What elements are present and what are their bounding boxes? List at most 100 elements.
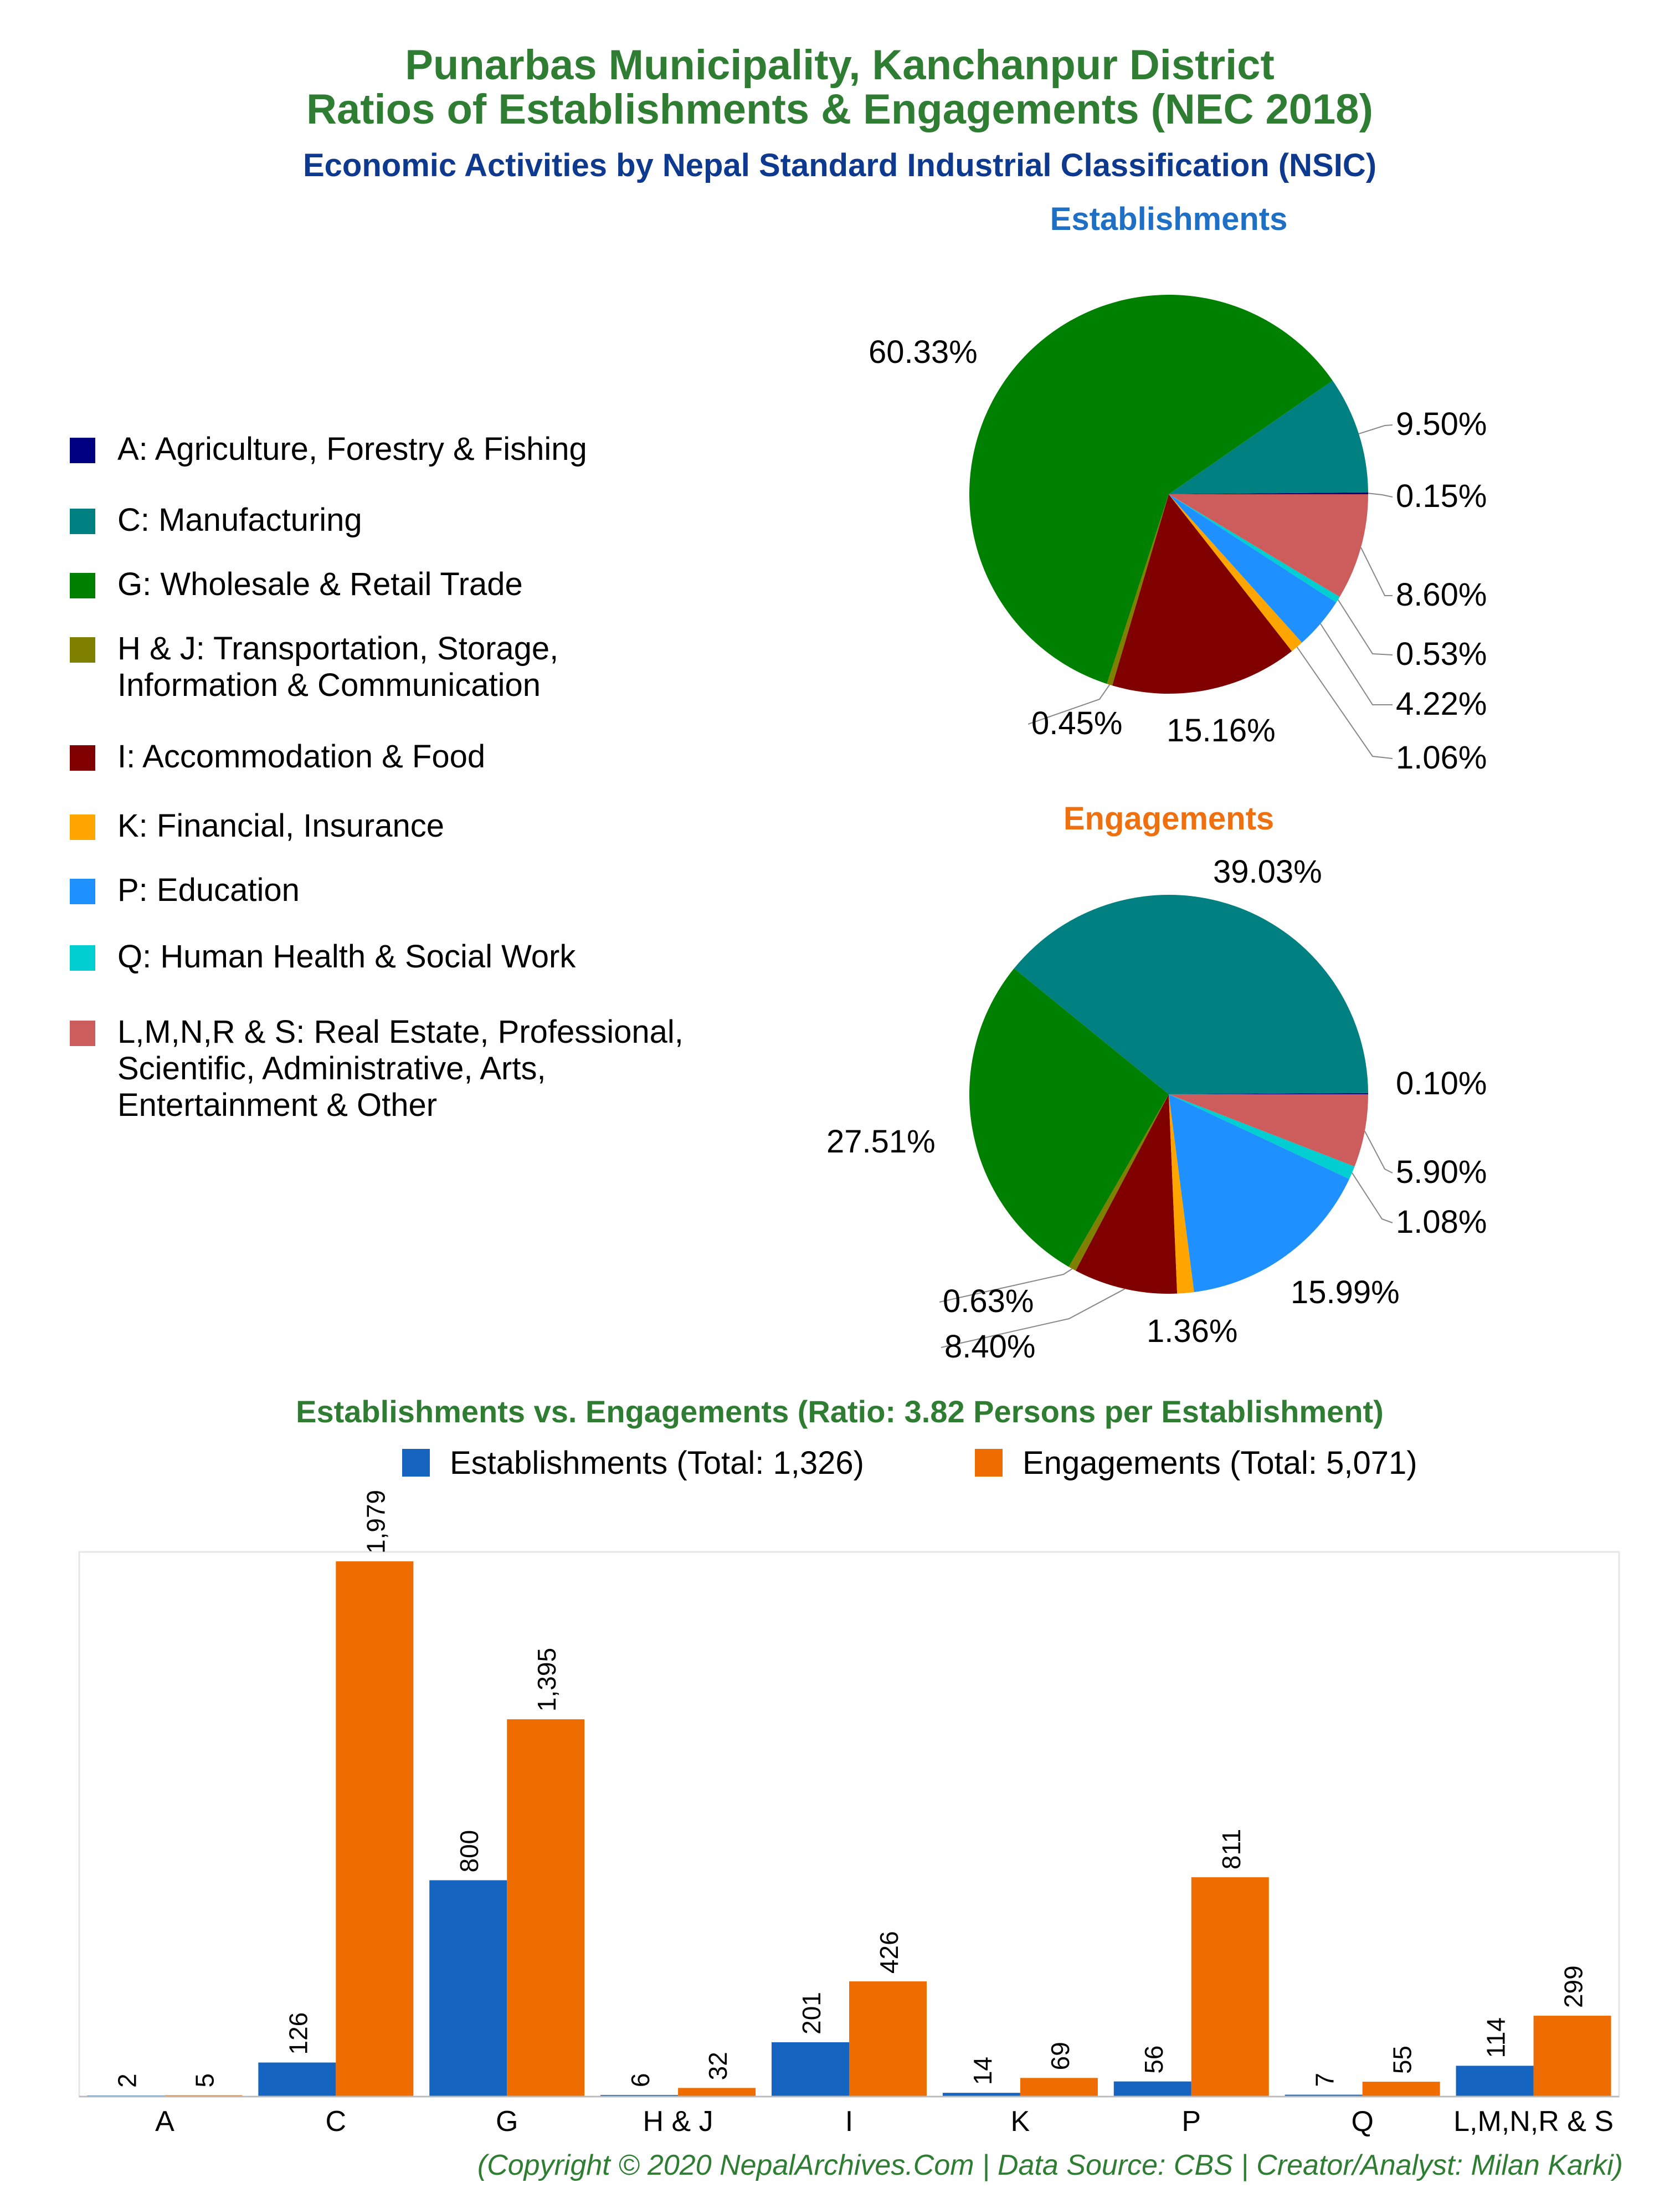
subtitle: Economic Activities by Nepal Standard In…: [303, 147, 1376, 183]
pie-slice-g: [969, 968, 1169, 1267]
footer-credit: (Copyright © 2020 NepalArchives.Com | Da…: [477, 2149, 1623, 2181]
legend-item-lmnrs: L,M,N,R & S: Real Estate, Professional,S…: [70, 1014, 684, 1123]
pie-label-c: 9.50%: [1396, 406, 1487, 442]
legend-swatch: [70, 945, 95, 971]
pie-label-q: 1.08%: [1396, 1204, 1487, 1240]
legend-item-p: P: Education: [70, 872, 300, 908]
bar-engagements: [507, 1719, 585, 2097]
pie-label-k: 1.06%: [1396, 740, 1487, 776]
legend-swatch: [70, 637, 95, 663]
pie-slice-a: [1169, 492, 1368, 494]
legend-label: C: Manufacturing: [117, 502, 362, 538]
legend-label: Engagements (Total: 5,071): [1023, 1445, 1417, 1481]
pie-slice-p: [1169, 1094, 1349, 1293]
legend-label: Q: Human Health & Social Work: [117, 939, 576, 975]
x-tick-label: P: [1181, 2105, 1201, 2138]
pie-leader-line: [1027, 684, 1110, 725]
bar-data-label: 299: [1559, 1965, 1588, 2008]
pie-label-g: 60.33%: [869, 334, 978, 370]
bar-data-label: 1,979: [361, 1490, 390, 1554]
legend: A: Agriculture, Forestry & Fishing C: Man…: [70, 431, 684, 1123]
legend-label: Establishments (Total: 1,326): [450, 1445, 864, 1481]
bar-data-label: 7: [1311, 2073, 1339, 2087]
bar-engagements: [678, 2088, 756, 2097]
bar-chart-title: Establishments vs. Engagements (Ratio: 3…: [296, 1394, 1384, 1429]
bar-establishments: [258, 2062, 336, 2097]
pie-leader-line: [1296, 647, 1393, 759]
legend-item-q: Q: Human Health & Social Work: [70, 939, 576, 975]
engagements-pie-title: Engagements: [1064, 801, 1274, 837]
pie-label-q: 0.53%: [1396, 636, 1487, 672]
legend-item-hj: H & J: Transportation, Storage,Informati…: [70, 631, 558, 703]
bar-data-label: 2: [112, 2073, 141, 2088]
pie-label-c: 39.03%: [1213, 854, 1322, 890]
bar-data-label: 126: [284, 2012, 312, 2055]
bar-data-label: 114: [1482, 2017, 1511, 2058]
pie-slice-a: [1169, 1093, 1368, 1094]
pie-label-g: 27.51%: [826, 1124, 936, 1160]
legend-item-g: G: Wholesale & Retail Trade: [70, 566, 523, 602]
x-tick-label: K: [1011, 2105, 1030, 2138]
pie-leader-line: [1358, 424, 1393, 434]
title-line-1: Punarbas Municipality, Kanchanpur Distri…: [405, 42, 1275, 89]
x-tick-label: G: [496, 2105, 518, 2138]
bar-legend: Establishments (Total: 1,326) Engagements…: [402, 1445, 1417, 1481]
bar-engagements: [849, 1981, 927, 2097]
legend-swatch: [70, 438, 95, 463]
legend-item-c: C: Manufacturing: [70, 502, 362, 538]
pie-label-hj: 0.63%: [943, 1283, 1034, 1319]
legend-swatch: [70, 814, 95, 840]
x-tick-label: Q: [1351, 2105, 1373, 2138]
bar-chart: 2 5 A 126 1,979 C 800 1,395 G 6 32 H & J 201 426 I 14 69…: [79, 1490, 1619, 2138]
legend-label: Scientific, Administrative, Arts,: [117, 1051, 546, 1087]
legend-label: Information & Communication: [117, 667, 541, 703]
legend-label: H & J: Transportation, Storage,: [117, 631, 558, 667]
pie-label-hj: 0.45%: [1031, 705, 1122, 741]
pie-leader-line: [1364, 1130, 1393, 1174]
bar-legend-item-establishments: Establishments (Total: 1,326): [402, 1445, 864, 1481]
pie-slice-c: [1014, 894, 1368, 1094]
legend-swatch: [70, 573, 95, 598]
pie-label-lmnrs: 5.90%: [1396, 1154, 1487, 1190]
legend-swatch: [70, 879, 95, 904]
pie-label-a: 0.15%: [1396, 478, 1487, 514]
x-tick-label: L,M,N,R & S: [1453, 2105, 1614, 2138]
bar-data-label: 5: [190, 2073, 219, 2088]
bar-data-label: 811: [1217, 1829, 1246, 1869]
bar-data-label: 201: [797, 1992, 826, 2035]
bar-data-label: 14: [968, 2057, 997, 2085]
legend-label: A: Agriculture, Forestry & Fishing: [117, 431, 587, 467]
legend-swatch: [70, 745, 95, 771]
pie-slice-g: [969, 294, 1333, 684]
pie-slice-lmnrs: [1169, 494, 1368, 597]
pie-label-p: 15.99%: [1291, 1274, 1400, 1310]
legend-swatch: [975, 1449, 1003, 1477]
pie-leader-line: [1352, 1172, 1393, 1223]
bar-engagements: [336, 1561, 414, 2097]
bar-engagements: [1362, 2082, 1440, 2097]
pie-label-lmnrs: 8.60%: [1396, 577, 1487, 613]
pie-label-i: 15.16%: [1167, 713, 1276, 749]
pie-label-a: 0.10%: [1396, 1065, 1487, 1101]
bar-data-label: 55: [1388, 2046, 1417, 2074]
pie-label-i: 8.40%: [944, 1329, 1035, 1365]
legend-item-a: A: Agriculture, Forestry & Fishing: [70, 431, 587, 467]
title-line-2: Ratios of Establishments & Engagements (…: [306, 86, 1373, 133]
legend-label: I: Accommodation & Food: [117, 739, 485, 775]
bar-establishments: [1456, 2066, 1534, 2097]
bar-data-label: 426: [875, 1931, 903, 1974]
bar-data-label: 56: [1139, 2045, 1168, 2073]
legend-swatch: [402, 1449, 430, 1477]
x-tick-label: C: [326, 2105, 347, 2138]
legend-item-i: I: Accommodation & Food: [70, 739, 485, 775]
pie-leader-line: [1368, 493, 1393, 498]
bar-establishments: [1113, 2081, 1191, 2097]
legend-label: G: Wholesale & Retail Trade: [117, 566, 523, 602]
legend-label: Entertainment & Other: [117, 1087, 437, 1123]
bar-data-label: 800: [455, 1830, 484, 1873]
legend-swatch: [70, 1021, 95, 1046]
legend-item-k: K: Financial, Insurance: [70, 808, 444, 844]
legend-label: K: Financial, Insurance: [117, 808, 444, 844]
bar-establishments: [942, 2093, 1020, 2097]
